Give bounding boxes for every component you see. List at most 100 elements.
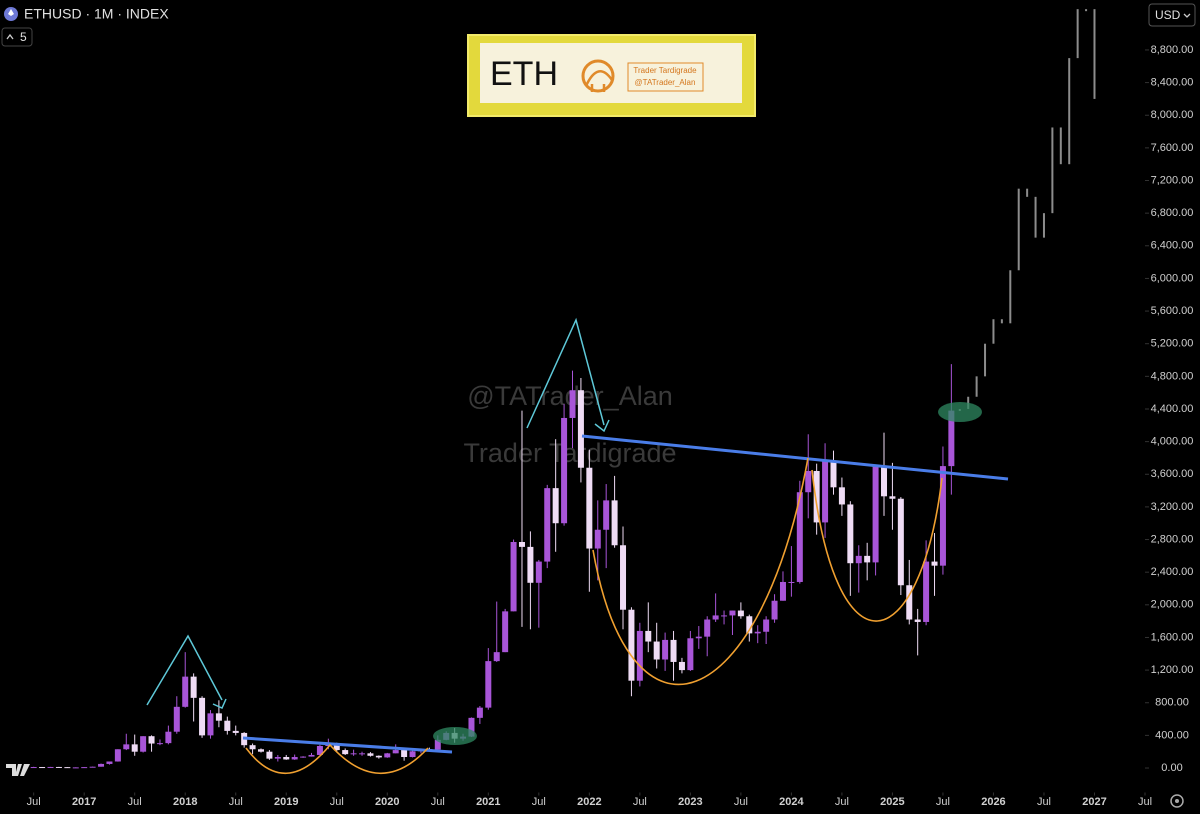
- indicator-toggle-box[interactable]: [1, 27, 33, 47]
- settings-icon[interactable]: [1170, 794, 1184, 808]
- candle-body: [485, 661, 492, 708]
- logo-name: Trader Tardigrade: [633, 66, 697, 75]
- projection-bar: [1093, 9, 1096, 99]
- candle-body: [140, 736, 147, 752]
- projection-bar: [1068, 58, 1071, 165]
- candle-body: [544, 488, 551, 562]
- candle-body: [249, 745, 256, 750]
- x-tick-label: Jul: [330, 796, 344, 808]
- plot: 0.00 400.00 800.00 1,200.00 1,600.00 2,000.00…: [27, 9, 1194, 808]
- x-tick-label: Jul: [532, 796, 546, 808]
- candle-body: [721, 615, 728, 617]
- trendline: [581, 434, 1009, 481]
- candle-body: [81, 767, 88, 769]
- candle-body: [493, 652, 500, 662]
- x-tick-label: 2020: [375, 796, 399, 808]
- logo-symbol: ETH: [490, 55, 558, 93]
- candle-body: [771, 600, 778, 620]
- x-tick-label: Jul: [835, 796, 849, 808]
- candle-body: [805, 471, 812, 493]
- chevron: [6, 33, 14, 40]
- projection-bar: [1017, 188, 1020, 271]
- x-tick-label: 2027: [1082, 796, 1106, 808]
- candle-body: [712, 615, 719, 620]
- y-tick-label: 8,400.00: [1151, 77, 1194, 89]
- candle-body: [561, 417, 568, 524]
- y-tick-label: 3,200.00: [1151, 501, 1194, 513]
- candle-body: [704, 619, 711, 637]
- candle-body: [881, 466, 888, 497]
- candle-body: [232, 730, 239, 733]
- x-tick-label: Jul: [229, 796, 243, 808]
- candle-body: [737, 610, 744, 617]
- candle-body: [923, 561, 930, 622]
- candle-body: [830, 461, 837, 488]
- x-tick-label: 2025: [880, 796, 904, 808]
- candle-body: [47, 766, 54, 768]
- candle-body: [64, 767, 71, 769]
- indicator-count: 5: [20, 30, 27, 44]
- candle-body: [468, 717, 475, 737]
- candle-body: [123, 744, 130, 750]
- candle-body: [308, 754, 315, 757]
- candle-body: [872, 466, 879, 563]
- indicator-toggle[interactable]: 5: [1, 27, 33, 47]
- candle-body: [636, 630, 643, 681]
- y-tick-label: 3,600.00: [1151, 468, 1194, 480]
- y-tick-label: 4,800.00: [1151, 370, 1194, 382]
- candle-body: [300, 756, 307, 758]
- candle-body: [906, 585, 913, 620]
- x-tick-label: Jul: [128, 796, 142, 808]
- trendline: [242, 736, 453, 754]
- candle-body: [173, 706, 180, 732]
- currency-box[interactable]: [1148, 3, 1196, 27]
- candle-body: [55, 766, 62, 768]
- projection-bar: [1051, 127, 1054, 214]
- projection-bar: [992, 319, 995, 344]
- candle-body: [502, 611, 509, 653]
- candle-body: [939, 466, 946, 566]
- candle-body: [392, 750, 399, 754]
- candle-body: [518, 541, 525, 547]
- highlight: [938, 402, 982, 422]
- symbol-icon-glyph: [8, 9, 14, 16]
- candle-body: [199, 697, 206, 736]
- candle-body: [274, 757, 281, 759]
- y-tick-label: 6,000.00: [1151, 272, 1194, 284]
- projection-bar: [1000, 319, 1003, 324]
- candle-body: [224, 720, 231, 731]
- cup-curve: [245, 743, 429, 775]
- projection-bar: [1076, 9, 1079, 59]
- cyan-arrow: [146, 634, 223, 706]
- candle-body: [729, 610, 736, 616]
- candle-body: [190, 676, 197, 698]
- y-tick-label: 4,400.00: [1151, 403, 1194, 415]
- candle-body: [813, 471, 820, 523]
- y-tick-label: 800.00: [1155, 697, 1189, 709]
- candle-body: [409, 751, 416, 758]
- candle-body: [535, 561, 542, 583]
- y-tick-label: 1,200.00: [1151, 664, 1194, 676]
- candle-body: [215, 713, 222, 721]
- candle-body: [603, 500, 610, 530]
- y-tick-label: 2,000.00: [1151, 599, 1194, 611]
- x-tick-label: 2017: [72, 796, 96, 808]
- y-tick-label: 0.00: [1161, 762, 1182, 774]
- cup-curve: [592, 457, 809, 686]
- candle-body: [577, 390, 584, 468]
- candle-body: [552, 488, 559, 524]
- brand-logo[interactable]: [6, 764, 30, 776]
- currency-button[interactable]: USD: [1148, 3, 1196, 27]
- y-tick-label: 2,400.00: [1151, 566, 1194, 578]
- projection-bar: [1009, 270, 1012, 324]
- candle-body: [384, 753, 391, 758]
- projection-bar: [984, 343, 987, 377]
- candle-body: [156, 743, 163, 745]
- candle-body: [333, 744, 340, 751]
- x-tick-label: Jul: [431, 796, 445, 808]
- candle-body: [30, 767, 37, 769]
- candle-body: [594, 529, 601, 549]
- candle-body: [39, 767, 46, 769]
- candle-body: [510, 541, 517, 612]
